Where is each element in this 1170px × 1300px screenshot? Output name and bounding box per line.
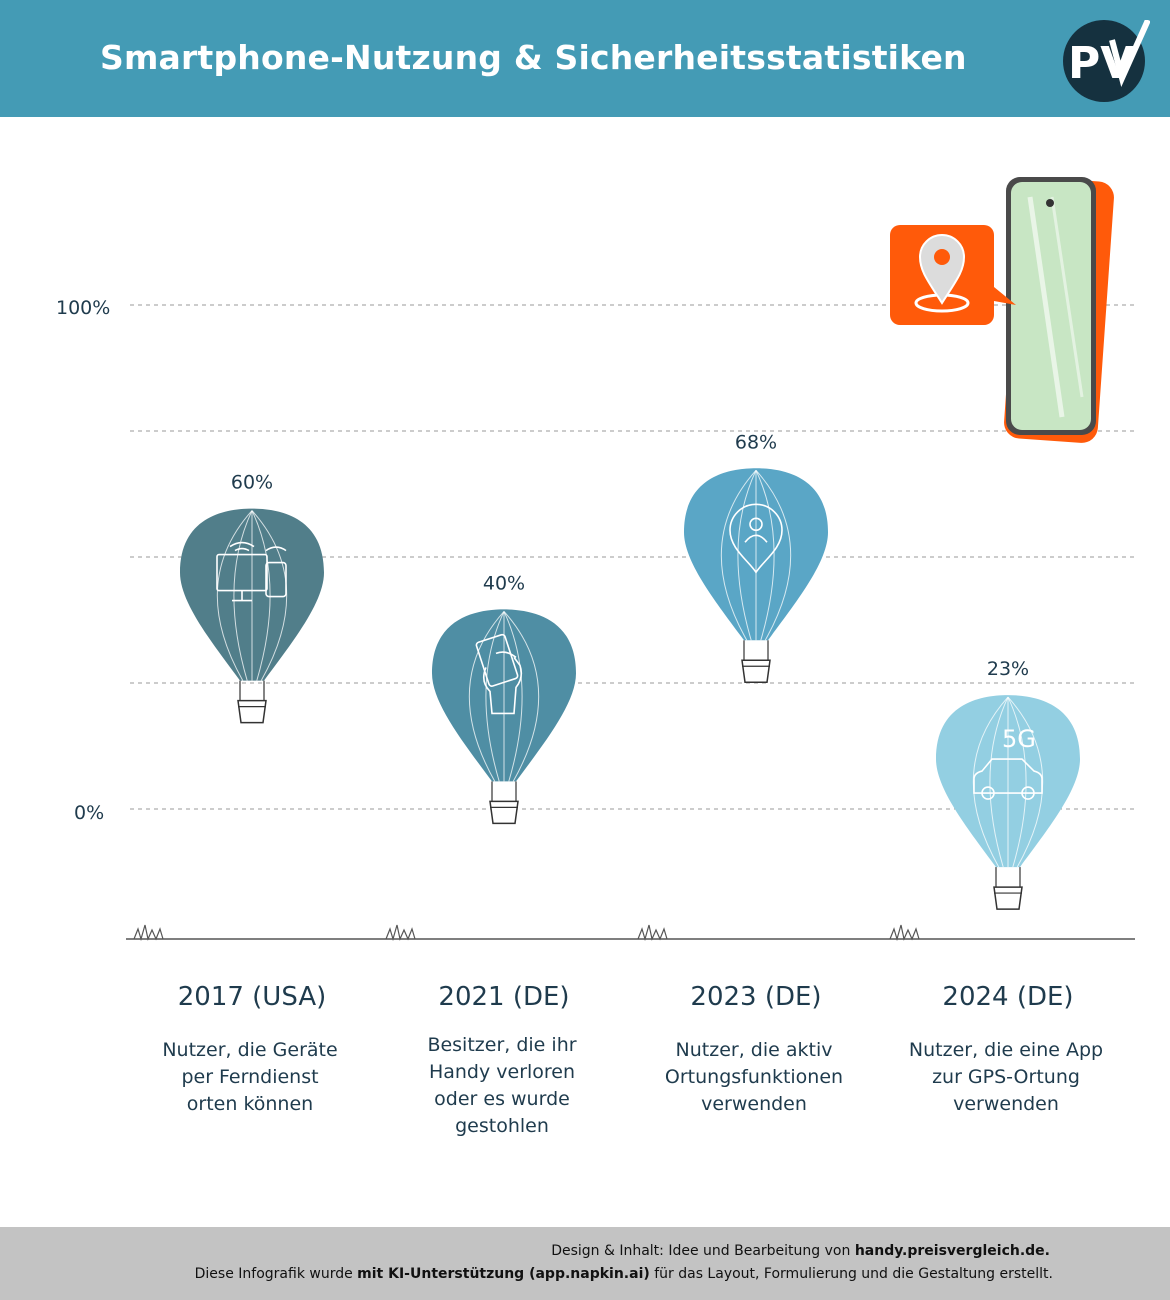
description-line: Nutzer, die eine App bbox=[909, 1039, 1103, 1061]
phone-location-illustration bbox=[890, 177, 1114, 443]
description-line: Nutzer, die Geräte bbox=[162, 1039, 337, 1061]
page-title: Smartphone-Nutzung & Sicherheitsstatisti… bbox=[100, 38, 967, 77]
hand-phone-icon bbox=[475, 633, 523, 715]
category-label: 2017 (USA) bbox=[178, 982, 327, 1012]
svg-text:PV: PV bbox=[1068, 38, 1134, 89]
value-label: 68% bbox=[735, 431, 777, 453]
balloon-basket bbox=[237, 699, 267, 724]
description-line: oder es wurde bbox=[434, 1088, 570, 1110]
description-line: Besitzer, die ihr bbox=[427, 1034, 576, 1056]
balloon-basket bbox=[741, 659, 771, 684]
category-label: 2024 (DE) bbox=[942, 982, 1073, 1012]
pv-logo-icon: PV bbox=[1063, 20, 1150, 102]
grass-tuft bbox=[637, 924, 668, 942]
monitor-phone-icon bbox=[216, 541, 287, 602]
balloon-mark: 5G bbox=[936, 695, 1080, 910]
balloon-mark bbox=[684, 468, 828, 684]
description-line: gestohlen bbox=[455, 1115, 549, 1137]
location-person-icon bbox=[729, 503, 783, 574]
footer-credit-line: Design & Inhalt: Idee und Bearbeitung vo… bbox=[551, 1243, 1050, 1259]
description-line: zur GPS-Ortung bbox=[932, 1066, 1080, 1088]
description-line: per Ferndienst bbox=[181, 1066, 318, 1088]
balloon-chart: 100% 0% 5G 60% 2017 (USA) Nutzer, die Gerä… bbox=[56, 177, 1135, 1137]
header-bar: Smartphone-Nutzung & Sicherheitsstatisti… bbox=[0, 0, 1170, 117]
grass-tuft bbox=[889, 924, 920, 942]
balloon-mark bbox=[180, 508, 324, 724]
category-label: 2021 (DE) bbox=[438, 982, 569, 1012]
description-line: Ortungsfunktionen bbox=[665, 1066, 843, 1088]
grass-tuft bbox=[385, 924, 416, 942]
footer: Design & Inhalt: Idee und Bearbeitung vo… bbox=[0, 1227, 1170, 1300]
balloon-basket bbox=[489, 800, 519, 825]
description-line: Handy verloren bbox=[429, 1061, 575, 1083]
value-label: 40% bbox=[483, 572, 525, 594]
icon-5g-text: 5G bbox=[1002, 725, 1036, 753]
value-label: 60% bbox=[231, 472, 273, 494]
category-label: 2023 (DE) bbox=[690, 982, 821, 1012]
value-label: 23% bbox=[987, 658, 1029, 680]
description-line: orten können bbox=[187, 1093, 313, 1115]
balloon-mark bbox=[432, 609, 576, 825]
grass-tuft bbox=[133, 924, 164, 942]
car-5g-icon: 5G bbox=[973, 725, 1043, 800]
balloon-basket bbox=[993, 886, 1023, 910]
y-tick-label-0: 0% bbox=[74, 802, 104, 824]
footer-ai-note-line: Diese Infografik wurde mit KI-Unterstütz… bbox=[194, 1266, 1053, 1282]
description-line: verwenden bbox=[701, 1093, 807, 1115]
phone-icon bbox=[1004, 177, 1114, 443]
description-line: verwenden bbox=[953, 1093, 1059, 1115]
description-line: Nutzer, die aktiv bbox=[676, 1039, 833, 1061]
y-tick-label-100: 100% bbox=[56, 297, 110, 319]
location-pin-icon bbox=[890, 225, 1016, 325]
